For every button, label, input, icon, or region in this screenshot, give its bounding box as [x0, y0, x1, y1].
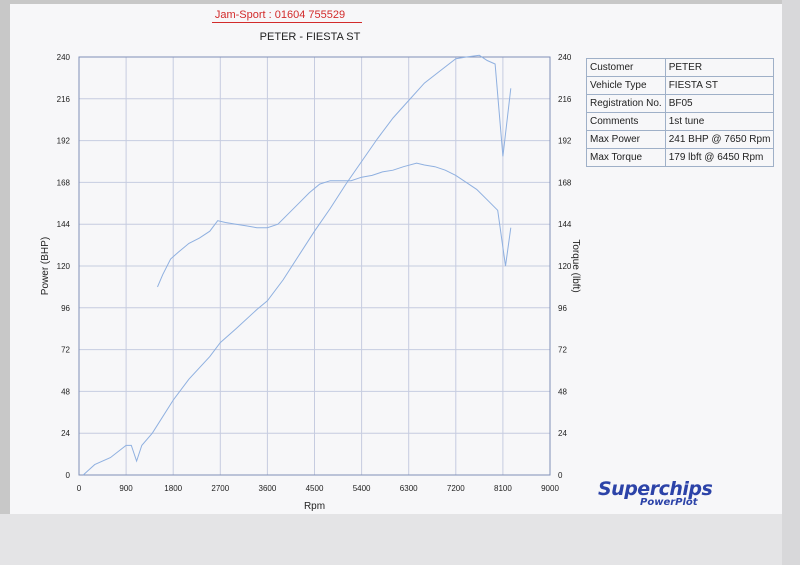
info-row: Registration No. BF05 — [586, 94, 775, 113]
powerplot-logo: PowerPlot — [640, 497, 698, 508]
x-tick-label: 5400 — [353, 484, 371, 493]
y-tick-label: 24 — [61, 429, 70, 438]
series-line-torque — [157, 162, 512, 288]
info-label: Comments — [586, 112, 666, 131]
info-value: FIESTA ST — [664, 76, 775, 95]
superchips-logo: Superchips — [598, 478, 713, 500]
y-tick-label: 168 — [57, 178, 71, 187]
x-tick-label: 7200 — [447, 484, 465, 493]
y-tick-label: 48 — [61, 387, 70, 396]
vehicle-info-table: Customer PETER Vehicle Type FIESTA ST Regist… — [586, 58, 775, 167]
plot-frame — [78, 56, 551, 476]
info-label: Max Torque — [586, 148, 666, 167]
info-row: Customer PETER — [586, 58, 775, 77]
x-tick-label: 4500 — [306, 484, 324, 493]
y-tick-label: 0 — [66, 471, 71, 480]
x-tick-label: 6300 — [400, 484, 418, 493]
info-value: 241 BHP @ 7650 Rpm — [664, 130, 775, 149]
x-tick-label: 1800 — [164, 484, 182, 493]
info-label: Registration No. — [586, 94, 666, 113]
info-row: Max Torque 179 lbft @ 6450 Rpm — [586, 148, 775, 167]
y2-tick-label: 48 — [558, 387, 567, 396]
y2-tick-label: 24 — [558, 429, 567, 438]
info-label: Vehicle Type — [586, 76, 666, 95]
stamp-underline — [212, 22, 362, 23]
y2-tick-label: 0 — [558, 471, 563, 480]
paper-bottom-edge — [0, 514, 800, 565]
y2-tick-label: 96 — [558, 304, 567, 313]
y2-tick-label: 168 — [558, 178, 572, 187]
y-tick-label: 96 — [61, 304, 70, 313]
x-tick-label: 8100 — [494, 484, 512, 493]
y2-tick-label: 72 — [558, 346, 567, 355]
y2-tick-label: 240 — [558, 53, 572, 62]
info-row: Comments 1st tune — [586, 112, 775, 131]
y-tick-label: 72 — [61, 346, 70, 355]
info-value: BF05 — [664, 94, 775, 113]
y2-tick-label: 192 — [558, 137, 572, 146]
info-value: 179 lbft @ 6450 Rpm — [664, 148, 775, 167]
paper-right-edge — [782, 0, 800, 565]
y2-tick-label: 120 — [558, 262, 572, 271]
y-tick-label: 192 — [57, 137, 71, 146]
x-tick-label: 0 — [77, 484, 82, 493]
y2-tick-label: 216 — [558, 95, 572, 104]
info-value: PETER — [664, 58, 775, 77]
info-label: Max Power — [586, 130, 666, 149]
x-tick-label: 2700 — [211, 484, 229, 493]
y-tick-label: 216 — [57, 95, 71, 104]
info-label: Customer — [586, 58, 666, 77]
x-tick-label: 9000 — [541, 484, 559, 493]
dealer-stamp: Jam-Sport : 01604 755529 — [214, 9, 346, 21]
y-tick-label: 144 — [57, 220, 71, 229]
info-value: 1st tune — [664, 112, 775, 131]
y-tick-label: 120 — [57, 262, 71, 271]
y2-tick-label: 144 — [558, 220, 572, 229]
x-tick-label: 900 — [119, 484, 133, 493]
y2-axis-label: Torque (lbft) — [570, 239, 581, 292]
info-row: Max Power 241 BHP @ 7650 Rpm — [586, 130, 775, 149]
x-axis-label: Rpm — [304, 501, 325, 512]
y-tick-label: 240 — [57, 53, 71, 62]
x-tick-label: 3600 — [259, 484, 277, 493]
chart-title: PETER - FIESTA ST — [259, 31, 361, 43]
info-row: Vehicle Type FIESTA ST — [586, 76, 775, 95]
series-line-power — [82, 54, 512, 476]
y-axis-label: Power (BHP) — [40, 237, 51, 295]
